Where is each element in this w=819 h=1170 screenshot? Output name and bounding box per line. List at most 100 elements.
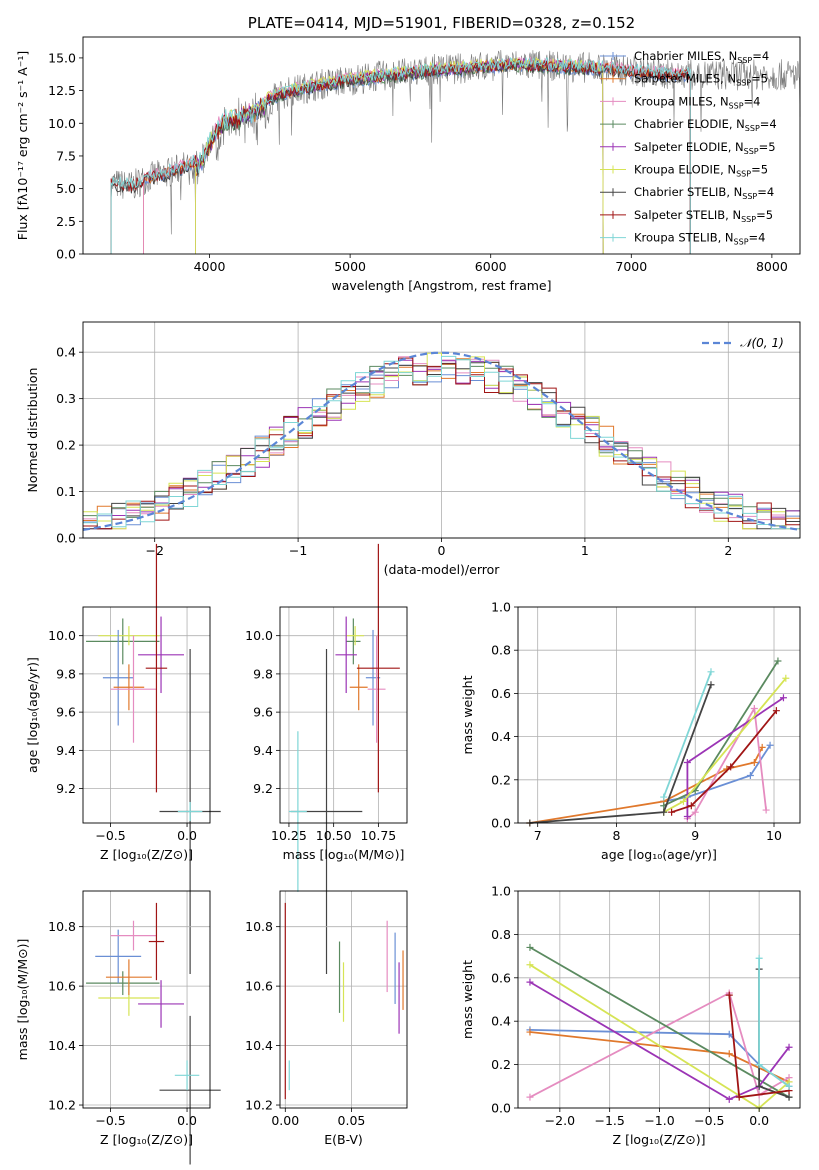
y-tick-label: 10.2 <box>245 1098 273 1113</box>
x-axis-label: Z [log₁₀(Z/Z⊙)] <box>100 1132 193 1147</box>
mass-weight-marker <box>735 1093 743 1101</box>
errorbar-point-4 <box>110 635 157 743</box>
mass-weight-marker <box>679 797 687 805</box>
y-tick-label: 9.8 <box>56 666 76 681</box>
mass-weight-marker <box>774 657 782 665</box>
mass_vs_ebv-frame: 0.00 0.05 10.2 10.4 10.6 10.8 E(B-V) <box>245 890 408 1147</box>
y-tick-label: 10.4 <box>48 1038 76 1053</box>
y-tick-label: 1.0 <box>491 600 511 615</box>
y-tick-label: 9.6 <box>56 705 76 720</box>
mass-weight-marker <box>668 808 676 816</box>
y-axis-label: Normed distribution <box>25 368 40 493</box>
x-tick-label: 5000 <box>334 259 366 274</box>
mass-weight-marker <box>755 1061 763 1069</box>
x-axis-label: mass [log₁₀(M/M⊙)] <box>283 847 405 862</box>
x-tick-label: −2 <box>145 543 163 558</box>
legend-entry: 𝒩(0, 1) <box>740 336 784 350</box>
y-tick-label: 0.0 <box>56 531 76 546</box>
y-tick-label: 10.2 <box>48 1098 76 1113</box>
mass-weight-marker <box>766 741 774 749</box>
x-axis-label: Z [log₁₀(Z/Z⊙)] <box>613 1132 706 1147</box>
x-tick-label: 7000 <box>615 259 647 274</box>
model-spectrum-1 <box>143 58 691 255</box>
y-tick-label: 0.6 <box>491 970 511 985</box>
plot-frame <box>82 890 211 1109</box>
y-tick-label: 0.4 <box>491 1014 511 1029</box>
y-tick-label: 0.1 <box>56 484 76 499</box>
plot-frame <box>517 606 801 824</box>
x-tick-label: 6000 <box>475 259 507 274</box>
y-tick-label: 10.4 <box>245 1038 273 1053</box>
x-tick-label: 8 <box>612 828 620 843</box>
y-tick-label: 1.0 <box>491 884 511 899</box>
x-tick-label: −1.5 <box>594 1113 624 1128</box>
errorbar-point-1 <box>98 626 160 646</box>
y-tick-label: 7.5 <box>56 148 76 163</box>
plot-frame <box>517 890 801 1109</box>
errorbar-point-0 <box>86 618 160 665</box>
y-tick-label: 0.8 <box>491 927 511 942</box>
mass-weight-marker <box>687 802 695 810</box>
y-tick-label: 10.8 <box>245 919 273 934</box>
y-tick-label: 15.0 <box>48 50 76 65</box>
x-tick-label: −0.5 <box>694 1113 724 1128</box>
y-tick-label: 0.2 <box>56 438 76 453</box>
spectrum-legend: Chabrier MILES, NSSP=4 Salpeter MILES, NS… <box>600 49 777 247</box>
mass-weight-line-4 <box>529 981 790 1101</box>
errorbar-point-6 <box>356 543 400 793</box>
x-axis-label: Z [log₁₀(Z/Z⊙)] <box>100 847 193 862</box>
errorbar-point-2 <box>95 929 142 984</box>
mass-weight-marker <box>660 808 668 816</box>
legend-entry: Salpeter STELIB, NSSP=5 <box>634 208 773 224</box>
y-tick-label: 9.6 <box>253 705 273 720</box>
y-tick-label: 10.0 <box>48 628 76 643</box>
mass-weight-marker <box>750 759 758 767</box>
mass-weight-marker <box>746 771 754 779</box>
x-tick-label: 0.0 <box>177 828 197 843</box>
x-tick-label: 0.0 <box>749 1113 769 1128</box>
errorbar-point-4 <box>110 920 157 951</box>
errorbar-point-5 <box>138 616 184 694</box>
errorbar-point-6 <box>145 543 168 793</box>
errorbar-point-5 <box>335 616 357 694</box>
mass-weight-marker <box>727 763 735 771</box>
legend-entry: Salpeter MILES, NSSP=5 <box>634 72 768 88</box>
model-spectrum-5 <box>195 56 604 255</box>
mass-weight-marker <box>785 1093 793 1101</box>
mass-weight-marker <box>755 1082 763 1090</box>
y-tick-label: 10.6 <box>48 979 76 994</box>
legend-entry: Chabrier MILES, NSSP=4 <box>634 49 769 65</box>
errorbar-point-8 <box>174 1060 200 1091</box>
y-tick-label: 0.2 <box>491 772 511 787</box>
x-tick-label: 10.50 <box>316 828 352 843</box>
y-tick-label: 10.0 <box>245 628 273 643</box>
mass-weight-marker <box>526 961 534 969</box>
x-tick-label: −0.5 <box>95 828 125 843</box>
residuals-frame: −2 −1 0 1 2 0.0 0.1 0.2 0.3 0.4 (data-model)/error… <box>25 321 801 577</box>
plot-frame <box>82 606 211 824</box>
residuals-axes <box>83 322 800 539</box>
plot-frame <box>279 890 408 1109</box>
plot-frame <box>279 606 408 824</box>
x-tick-label: 10.25 <box>271 828 307 843</box>
mass-weight-line-1 <box>529 746 763 824</box>
y-tick-label: 10.6 <box>245 979 273 994</box>
y-axis-label: mass weight <box>460 675 475 754</box>
mass-weight-marker <box>779 694 787 702</box>
y-tick-label: 12.5 <box>48 83 76 98</box>
errorbar-point-4 <box>367 635 386 743</box>
errorbar-point-3 <box>113 664 145 711</box>
age_vs_z-frame: −0.5 0.0 9.2 9.4 9.6 9.8 10.0 Z [log₁₀(Z/Z⊙)] ag… <box>25 606 211 862</box>
y-tick-label: 10.8 <box>48 919 76 934</box>
mass-weight-marker <box>750 705 758 713</box>
y-tick-label: 0.2 <box>491 1057 511 1072</box>
legend-entry: Chabrier STELIB, NSSP=4 <box>634 185 774 201</box>
x-tick-label: 0.00 <box>271 1113 299 1128</box>
y-axis-label: age [log₁₀(age/yr)] <box>25 657 40 773</box>
mass-weight-line-7 <box>671 710 778 814</box>
legend-entry: Kroupa ELODIE, NSSP=5 <box>634 163 768 179</box>
mass-weight-line-2 <box>686 705 767 820</box>
y-tick-label: 9.8 <box>253 666 273 681</box>
errorbar-point-1 <box>346 626 365 646</box>
y-tick-label: 2.5 <box>56 214 76 229</box>
